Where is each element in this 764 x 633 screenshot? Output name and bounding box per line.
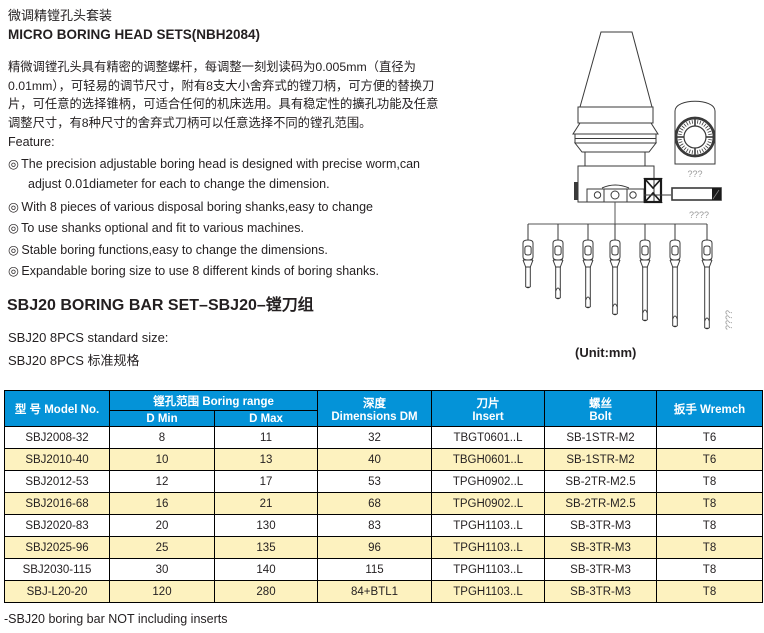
- svg-text:????: ????: [689, 210, 709, 220]
- svg-text:???: ???: [687, 169, 702, 179]
- svg-text:????: ????: [724, 310, 734, 330]
